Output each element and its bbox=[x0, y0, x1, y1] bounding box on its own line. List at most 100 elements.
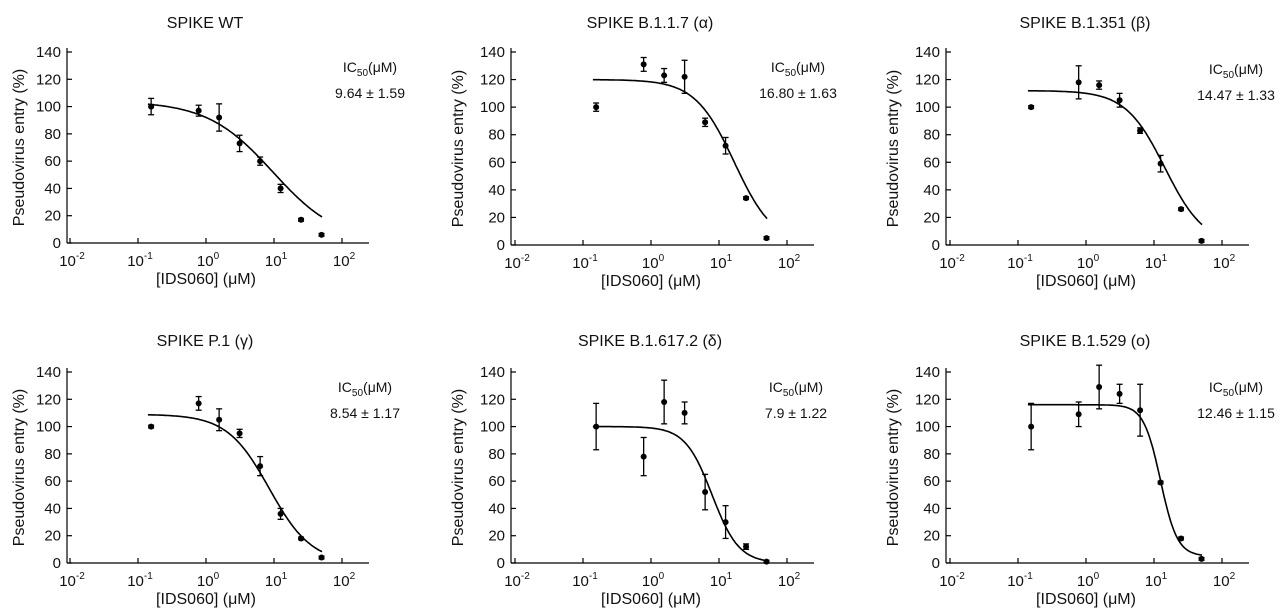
x-tick-exponent: -1 bbox=[144, 571, 153, 582]
x-tick-base: 10 bbox=[1145, 573, 1162, 590]
fit-curve bbox=[1027, 89, 1203, 226]
data-point bbox=[195, 400, 202, 407]
ic50-label: IC50(μM) bbox=[771, 59, 825, 79]
data-point bbox=[661, 72, 668, 79]
y-axis-label: Pseudovirus entry (%) bbox=[11, 389, 28, 546]
x-tick-label: 10-2 bbox=[939, 571, 965, 590]
x-tick-exponent: 2 bbox=[795, 571, 801, 582]
x-tick-label: 100 bbox=[642, 571, 665, 590]
x-tick-base: 10 bbox=[197, 253, 214, 270]
y-tick-label: 100 bbox=[915, 419, 940, 436]
data-point bbox=[722, 142, 729, 149]
ic50-value: 7.9 ± 1.22 bbox=[765, 405, 827, 421]
ic50-label-main: IC bbox=[1209, 61, 1223, 77]
y-tick-label: 60 bbox=[44, 473, 61, 490]
x-tick-base: 10 bbox=[572, 255, 589, 272]
ic50-label-subscript: 50 bbox=[783, 388, 795, 399]
x-tick-exponent: -1 bbox=[589, 571, 598, 582]
x-tick-base: 10 bbox=[59, 253, 76, 270]
x-tick-base: 10 bbox=[710, 573, 727, 590]
y-axis-label: Pseudovirus entry (%) bbox=[885, 70, 902, 227]
x-axis-label: [IDS060] (μM) bbox=[1036, 591, 1136, 608]
x-tick-base: 10 bbox=[778, 255, 795, 272]
data-point bbox=[593, 104, 600, 111]
y-tick-label: 20 bbox=[488, 209, 505, 226]
x-tick-base: 10 bbox=[59, 573, 76, 590]
data-point bbox=[318, 554, 325, 561]
ic50-value: 12.46 ± 1.15 bbox=[1197, 405, 1275, 421]
x-tick-exponent: 1 bbox=[727, 571, 733, 582]
x-axis-label: [IDS060] (μM) bbox=[1036, 273, 1136, 290]
data-point bbox=[257, 463, 264, 470]
ic50-label-subscript: 50 bbox=[1223, 70, 1235, 81]
y-tick-label: 100 bbox=[480, 99, 505, 116]
x-tick-base: 10 bbox=[127, 253, 144, 270]
x-tick-exponent: 2 bbox=[1230, 253, 1236, 264]
fit-curve bbox=[1027, 403, 1203, 556]
data-point bbox=[1178, 535, 1185, 542]
x-tick-label: 10-1 bbox=[1007, 253, 1033, 272]
y-tick-label: 120 bbox=[915, 72, 940, 89]
y-tick-label: 140 bbox=[915, 364, 940, 381]
y-tick-label: 60 bbox=[44, 153, 61, 170]
y-tick-label: 20 bbox=[923, 209, 940, 226]
x-tick-base: 10 bbox=[333, 573, 350, 590]
data-point bbox=[1198, 555, 1205, 562]
x-tick-exponent: -2 bbox=[521, 571, 530, 582]
y-tick-label: 80 bbox=[488, 127, 505, 144]
x-tick-exponent: 0 bbox=[214, 251, 220, 262]
y-tick-label: 140 bbox=[480, 364, 505, 381]
y-tick-label: 0 bbox=[53, 555, 61, 572]
x-tick-label: 100 bbox=[642, 253, 665, 272]
x-tick-label: 101 bbox=[265, 251, 288, 270]
y-tick-label: 0 bbox=[932, 555, 940, 572]
x-tick-base: 10 bbox=[642, 573, 659, 590]
ic50-label-unit: (μM) bbox=[1234, 379, 1263, 395]
y-tick-label: 0 bbox=[53, 235, 61, 252]
ic50-label-unit: (μM) bbox=[368, 59, 397, 75]
x-tick-label: 10-2 bbox=[504, 253, 530, 272]
y-tick-label: 140 bbox=[36, 364, 61, 381]
y-tick-label: 100 bbox=[915, 99, 940, 116]
y-tick-label: 40 bbox=[923, 182, 940, 199]
x-tick-exponent: 2 bbox=[350, 251, 356, 262]
y-tick-label: 100 bbox=[36, 419, 61, 436]
y-tick-label: 40 bbox=[488, 500, 505, 517]
x-tick-exponent: -2 bbox=[76, 571, 85, 582]
ic50-label: IC50(μM) bbox=[1209, 61, 1263, 81]
data-point bbox=[1075, 79, 1082, 86]
data-point bbox=[1096, 82, 1103, 89]
data-point bbox=[318, 231, 325, 238]
ic50-value: 9.64 ± 1.59 bbox=[335, 85, 405, 101]
ic50-label: IC50(μM) bbox=[338, 379, 392, 399]
y-tick-label: 40 bbox=[44, 500, 61, 517]
y-tick-label: 100 bbox=[480, 419, 505, 436]
fit-curve bbox=[147, 103, 323, 218]
panel-title: SPIKE B.1.351 (β) bbox=[1019, 15, 1150, 32]
data-point bbox=[640, 453, 647, 460]
y-tick-label: 0 bbox=[497, 237, 505, 254]
y-axis-label: Pseudovirus entry (%) bbox=[885, 389, 902, 546]
x-tick-base: 10 bbox=[333, 253, 350, 270]
x-tick-exponent: 2 bbox=[350, 571, 356, 582]
ic50-label-main: IC bbox=[771, 59, 785, 75]
panel-title: SPIKE B.1.529 (ο) bbox=[1020, 333, 1151, 350]
data-point bbox=[1116, 390, 1123, 397]
y-axis-label: Pseudovirus entry (%) bbox=[11, 69, 28, 226]
data-point bbox=[298, 535, 305, 542]
data-point bbox=[216, 114, 223, 121]
x-tick-base: 10 bbox=[1145, 255, 1162, 272]
data-point bbox=[763, 235, 770, 242]
y-axis-label: Pseudovirus entry (%) bbox=[450, 70, 467, 227]
y-tick-label: 20 bbox=[44, 528, 61, 545]
ic50-label-unit: (μM) bbox=[794, 379, 823, 395]
data-point bbox=[148, 103, 155, 110]
data-point bbox=[702, 119, 709, 126]
data-point bbox=[681, 409, 688, 416]
x-tick-label: 10-1 bbox=[572, 253, 598, 272]
x-tick-base: 10 bbox=[572, 573, 589, 590]
ic50-label-main: IC bbox=[1209, 379, 1223, 395]
